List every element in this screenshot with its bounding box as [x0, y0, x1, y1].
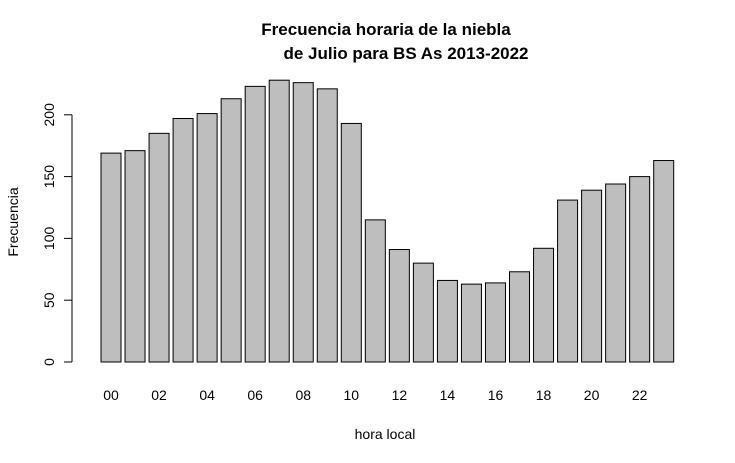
bar-20: 20: 139	[581, 189, 603, 363]
chart-title-line1: Frecuencia horaria de la niebla	[261, 20, 511, 39]
bar-05: 05: 213	[220, 98, 242, 363]
x-tick-label: 08	[295, 387, 311, 403]
x-tick-label: 14	[440, 387, 456, 403]
bar-22: 22: 150	[629, 176, 651, 363]
x-tick-label: 06	[247, 387, 263, 403]
bar-06: 06: 223	[244, 85, 266, 363]
bar-12: 12: 91	[388, 249, 410, 363]
x-tick-label: 10	[344, 387, 360, 403]
bar-14: 14: 66	[436, 279, 458, 363]
x-tick-label: 04	[199, 387, 215, 403]
y-axis: 0 50 100 150 200	[41, 103, 73, 366]
bar-04: 04: 201	[196, 113, 218, 363]
bar-13: 13: 80	[412, 262, 434, 363]
bar-18: 18: 92	[533, 247, 555, 363]
x-tick-label: 12	[392, 387, 408, 403]
bar-02: 02: 185	[148, 132, 170, 363]
bar-10: 10: 193	[340, 122, 362, 363]
bar-11: 11: 115	[364, 219, 386, 363]
bar-01: 01: 171	[124, 150, 146, 363]
bar-00: 00: 169	[100, 152, 122, 363]
bar-07: 07: 228	[268, 79, 290, 363]
x-tick-label: 00	[103, 387, 119, 403]
y-tick-label: 50	[41, 292, 57, 308]
bar-15: 15: 63	[460, 283, 482, 363]
x-axis-label: hora local	[355, 426, 416, 442]
bar-08: 08: 226	[292, 82, 314, 363]
y-tick-label: 200	[41, 103, 57, 127]
bar-23: 23: 163	[653, 160, 675, 363]
bar-17: 17: 73	[509, 271, 531, 363]
x-tick-label: 18	[536, 387, 552, 403]
x-tick-label: 16	[488, 387, 504, 403]
x-tick-label: 02	[151, 387, 167, 403]
bar-16: 16: 64	[484, 282, 506, 363]
y-axis-label: Frecuencia	[5, 187, 21, 256]
bar-19: 19: 131	[557, 199, 579, 363]
x-tick-labels: 00 02 04 06 08 10 12 14 16 18 20 22	[103, 387, 647, 403]
bar-21: 21: 144	[605, 183, 627, 363]
y-tick-label: 150	[41, 165, 57, 189]
x-tick-label: 22	[632, 387, 648, 403]
bars-group: 00: 16901: 17102: 18503: 19704: 20105: 2…	[100, 79, 675, 363]
chart-title-line2: de Julio para BS As 2013-2022	[283, 44, 528, 63]
bar-09: 09: 221	[316, 88, 338, 363]
bar-03: 03: 197	[172, 118, 194, 363]
y-tick-label: 100	[41, 227, 57, 251]
x-tick-label: 20	[584, 387, 600, 403]
y-tick-label: 0	[41, 358, 57, 366]
